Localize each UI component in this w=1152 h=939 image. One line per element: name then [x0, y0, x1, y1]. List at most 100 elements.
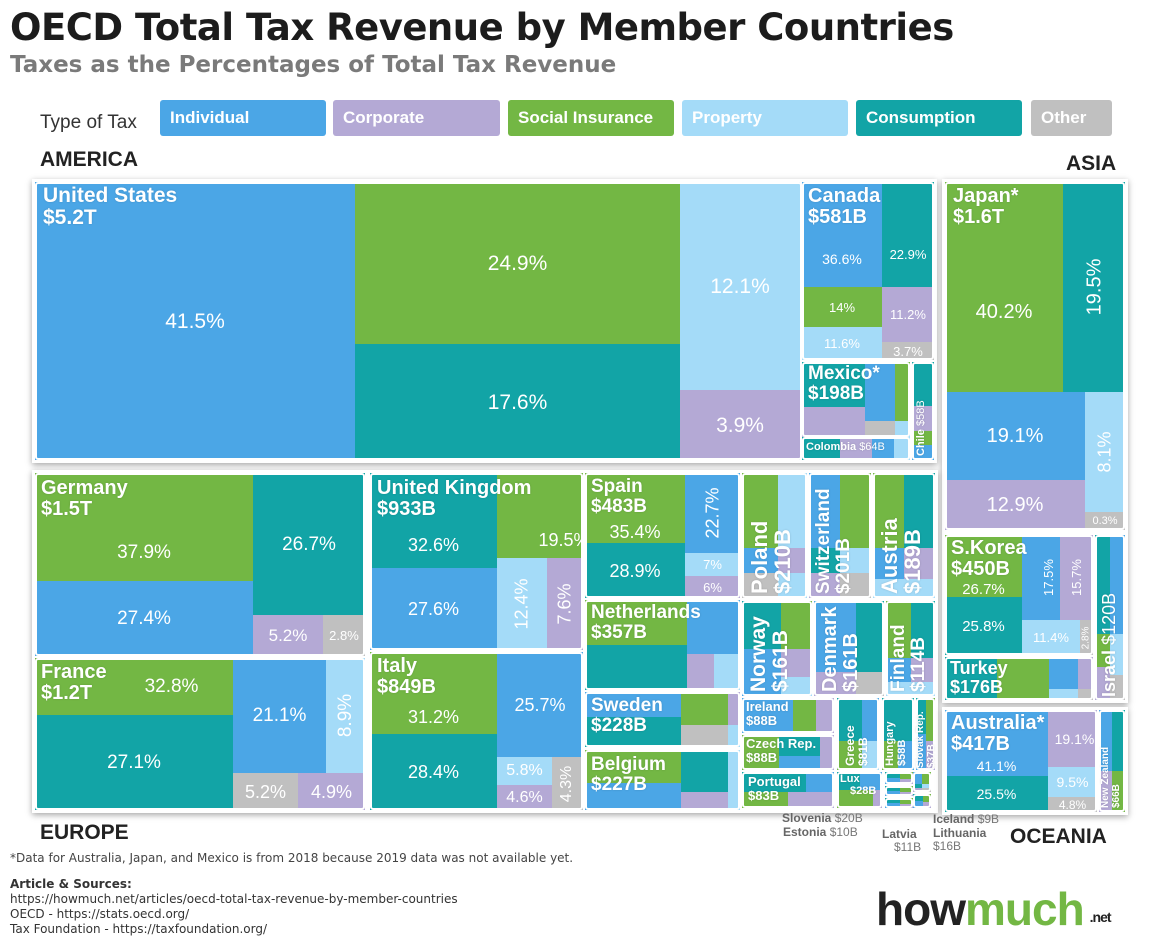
country-label: S.Korea $450B [951, 538, 1027, 580]
country-slovenia[interactable] [885, 772, 913, 784]
country-latvia[interactable] [885, 798, 913, 808]
country-iceland[interactable] [913, 794, 931, 808]
share-label: 19.5% [1063, 182, 1125, 392]
country-name: Turkey [950, 658, 1008, 678]
segment-switzerland-other [840, 573, 871, 598]
country-hungary[interactable] [882, 698, 914, 770]
country-united-states[interactable] [35, 182, 802, 460]
country-poland[interactable] [742, 473, 807, 598]
source-link[interactable]: https://howmuch.net/articles/oecd-total-… [10, 892, 458, 906]
segment-sweden-corporate [727, 692, 740, 725]
country-united-kingdom[interactable] [370, 473, 583, 650]
country-name: Lithuania [933, 826, 987, 840]
segment-slovenia-consumption [885, 772, 901, 778]
country-label: Sweden $228B [591, 696, 663, 736]
country-mexico[interactable] [802, 362, 910, 437]
segment-colombia-corporate [839, 437, 873, 460]
segment-czech-rep-corporate [820, 735, 834, 770]
country-france[interactable] [35, 658, 365, 810]
country-total: $88B [746, 749, 778, 765]
share-value: 25.8% [962, 617, 1005, 635]
share-value: 19.5% [1083, 258, 1105, 316]
segment-hungary-social-insurance [882, 741, 898, 770]
share-label: 11.6% [802, 327, 882, 360]
country-name: Australia* [951, 712, 1045, 734]
share-value: 22.7% [702, 487, 723, 539]
segment-france-corporate [298, 773, 365, 810]
country-new-zealand[interactable] [1099, 710, 1125, 812]
country-name: Ireland [746, 699, 789, 714]
share-label: 22.9% [882, 222, 934, 287]
segment-lux-corporate [873, 790, 882, 808]
country-netherlands[interactable] [585, 600, 740, 690]
segment-germany-social-insurance [35, 473, 253, 581]
country-japan[interactable] [945, 182, 1125, 530]
share-value: 26.7% [282, 533, 336, 555]
segment-united-kingdom-social-insurance [497, 473, 583, 558]
source-link[interactable]: OECD - https://stats.oecd.org/ [10, 907, 190, 921]
segment-belgium-consumption [681, 750, 728, 792]
country-greece[interactable] [837, 698, 879, 770]
country-total: $176B [950, 676, 1004, 697]
segment-united-kingdom-consumption [370, 473, 497, 568]
share-label: 2.8% [323, 615, 365, 656]
country-norway[interactable] [742, 601, 812, 696]
country-portugal[interactable] [742, 772, 834, 808]
country-total: $66B [1110, 784, 1122, 808]
segment-germany-individual [35, 581, 253, 656]
country-australia[interactable] [945, 710, 1097, 812]
segment-chile-consumption [912, 362, 934, 407]
segment-spain-property [685, 553, 740, 576]
country-estonia[interactable] [885, 786, 913, 796]
country-name: Hungary [884, 721, 896, 766]
share-value: 35.4% [609, 522, 661, 542]
country-name: Chile [915, 429, 927, 456]
segment-austria-property [873, 579, 935, 598]
country-belgium[interactable] [585, 750, 740, 810]
share-value: 11.4% [1033, 630, 1069, 645]
country-switzerland[interactable] [809, 473, 871, 598]
segment-sweden-social-insurance [681, 692, 728, 725]
country-turkey[interactable] [945, 657, 1093, 700]
country-s-korea[interactable] [945, 535, 1093, 655]
segment-portugal-individual [806, 772, 834, 792]
country-finland[interactable] [886, 601, 935, 696]
country-spain[interactable] [585, 473, 740, 598]
segment-canada-corporate [882, 287, 934, 342]
country-total: $81B [855, 737, 870, 766]
country-chile[interactable] [912, 362, 934, 460]
country-lux[interactable] [837, 772, 882, 808]
country-label: Norway $161B [747, 616, 792, 692]
country-denmark[interactable] [814, 601, 884, 696]
share-value: 32.8% [144, 676, 199, 697]
segment-japan-corporate [945, 480, 1085, 530]
country-austria[interactable] [873, 473, 935, 598]
legend-label: Type of Tax [40, 112, 137, 133]
source-link[interactable]: Tax Foundation - https://taxfoundation.o… [10, 922, 268, 936]
country-italy[interactable] [370, 652, 583, 810]
country-slovak-rep[interactable] [916, 698, 935, 770]
country-lithuania[interactable] [913, 772, 931, 792]
segment-united-kingdom-property [497, 558, 547, 650]
country-label: Turkey $176B [950, 659, 1008, 697]
share-label: 14% [802, 287, 882, 327]
country-canada[interactable] [802, 182, 934, 360]
segment-italy-social-insurance [370, 652, 497, 734]
country-israel[interactable] [1095, 535, 1125, 700]
country-sweden[interactable] [585, 692, 740, 747]
country-colombia[interactable] [802, 437, 910, 460]
segment-portugal-consumption [742, 772, 807, 792]
chart-subtitle: Taxes as the Percentages of Total Tax Re… [10, 52, 617, 78]
share-label: 3.7% [882, 342, 934, 360]
country-czech-rep[interactable] [742, 735, 834, 770]
segment-s-korea-individual [1022, 535, 1060, 620]
country-germany[interactable] [35, 473, 365, 656]
share-value: 19.5% [538, 530, 590, 550]
country-ireland[interactable] [742, 698, 834, 733]
country-label: Chile $58B [915, 400, 928, 456]
country-name: United States [43, 184, 178, 207]
share-value: 25.5% [976, 786, 1017, 802]
country-name: New Zealand [1100, 746, 1111, 808]
country-name: Mexico* [808, 363, 880, 384]
segment-portugal-social-insurance [742, 791, 788, 808]
